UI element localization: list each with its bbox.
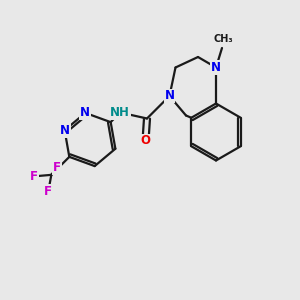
- Text: NH: NH: [110, 106, 130, 119]
- Text: N: N: [164, 89, 175, 103]
- Text: F: F: [30, 170, 38, 183]
- Text: N: N: [80, 106, 90, 119]
- Text: F: F: [44, 185, 52, 198]
- Text: N: N: [211, 61, 221, 74]
- Text: F: F: [53, 161, 61, 174]
- Text: O: O: [140, 134, 151, 148]
- Text: N: N: [60, 124, 70, 137]
- Text: CH₃: CH₃: [214, 34, 233, 44]
